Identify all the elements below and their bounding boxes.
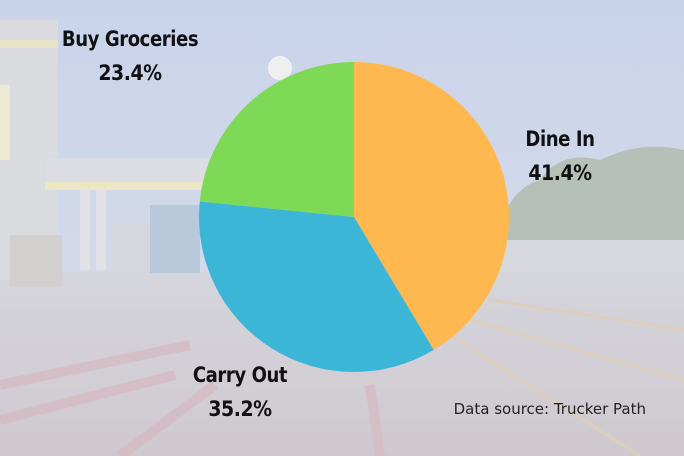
slice-label-buy-groceries: Buy Groceries 23.4%: [61, 27, 199, 85]
pie-slice-carry-out: [198, 201, 434, 373]
pie-slice-dine-in: [354, 61, 510, 350]
pie-slice-buy-groceries: [199, 61, 354, 217]
slice-label-carry-out: Carry Out 35.2%: [192, 363, 288, 421]
slice-label-dine-in: Dine In 41.4%: [525, 127, 595, 185]
data-source-note: Data source: Trucker Path: [453, 400, 646, 418]
